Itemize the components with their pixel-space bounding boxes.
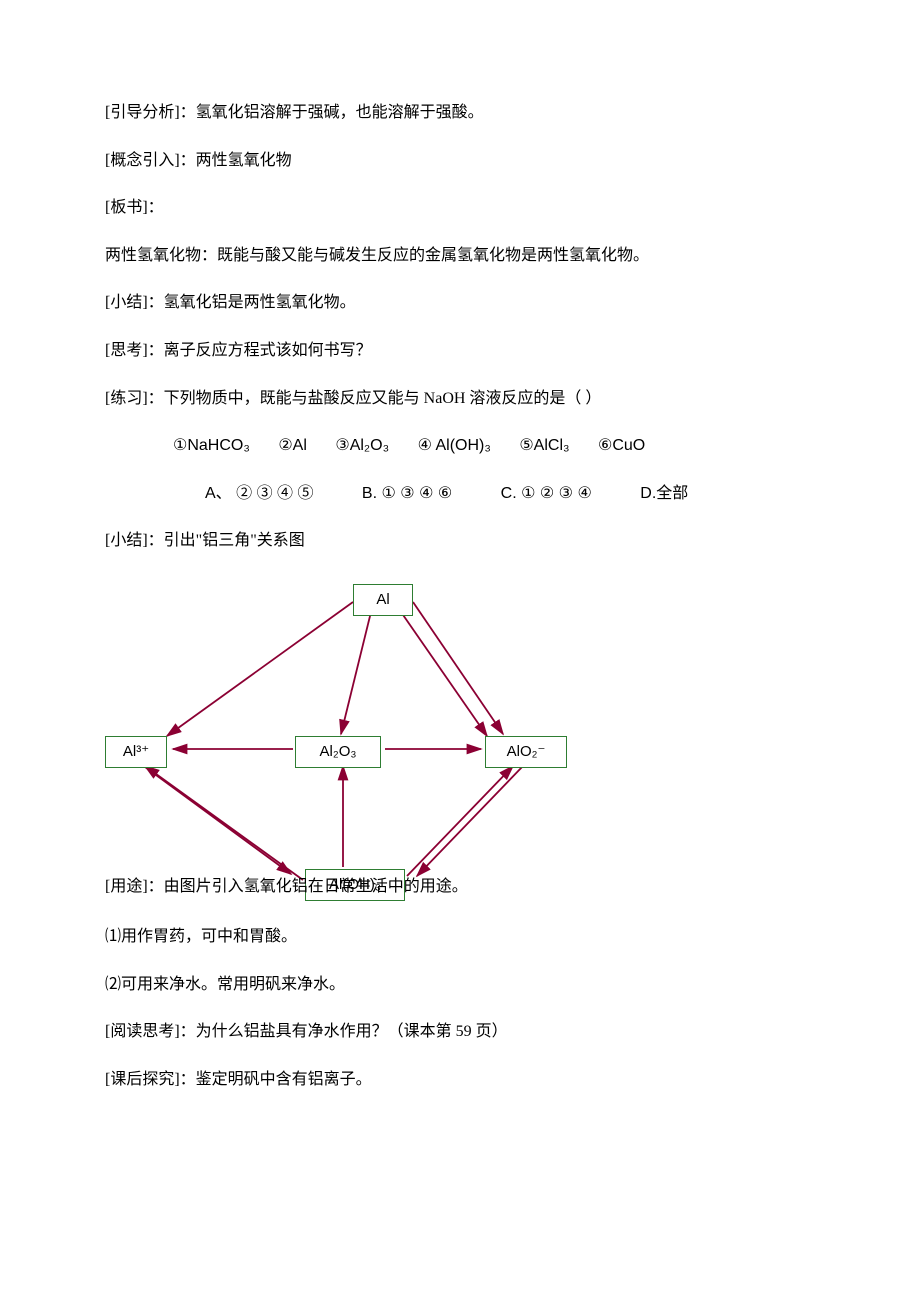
para-analysis: [引导分析]：氢氧化铝溶解于强碱，也能溶解于强酸。	[105, 100, 815, 126]
para-think: [思考]：离子反应方程式该如何书写？	[105, 338, 815, 364]
exercise-options: ①NaHCO₃ ②Al ③Al₂O₃ ④ Al(OH)₃ ⑤AlCl₃ ⑥CuO	[105, 433, 815, 459]
para-use1: ⑴用作胃药，可中和胃酸。	[105, 924, 815, 950]
usage-mid: 图片引入	[180, 878, 244, 895]
opt-2: ②Al	[278, 437, 307, 454]
para-use2: ⑵可用来净水。常用明矾来净水。	[105, 972, 815, 998]
para-exercise: [练习]：下列物质中，既能与盐酸反应又能与 NaOH 溶液反应的是（ ）	[105, 386, 815, 412]
opt-6: ⑥CuO	[598, 437, 645, 454]
para-usage-inline: [用途]：由图片引入氢氧化铝在日常生活中的用途。	[105, 874, 468, 900]
para-summary1: [小结]：氢氧化铝是两性氢氧化物。	[105, 290, 815, 316]
usage-suffix: 氢氧化铝在日常生活中的用途。	[244, 878, 468, 895]
opt-1: ①NaHCO₃	[173, 437, 250, 454]
choice-d: D.全部	[640, 485, 688, 502]
opt-3: ③Al₂O₃	[335, 437, 389, 454]
al-triangle-diagram: Al Al³⁺ Al₂O₃ AlO₂⁻ Al(OH)₃ [用途]：由图片引入氢氧…	[105, 584, 625, 924]
para-after-class: [课后探究]：鉴定明矾中含有铝离子。	[105, 1067, 815, 1093]
para-concept: [概念引入]：两性氢氧化物	[105, 148, 815, 174]
exercise-choices: A、 ② ③ ④ ⑤ B. ① ③ ④ ⑥ C. ① ② ③ ④ D.全部	[105, 481, 815, 507]
node-alo2minus: AlO₂⁻	[485, 736, 567, 768]
para-summary2: [小结]：引出"铝三角"关系图	[105, 528, 815, 554]
node-al: Al	[353, 584, 413, 616]
choice-b: B. ① ③ ④ ⑥	[362, 485, 452, 502]
para-board-label: [板书]：	[105, 195, 815, 221]
choice-c: C. ① ② ③ ④	[501, 485, 592, 502]
opt-5: ⑤AlCl₃	[519, 437, 569, 454]
usage-prefix: [用途]：由	[105, 878, 180, 895]
choice-a: A、 ② ③ ④ ⑤	[205, 485, 313, 502]
opt-4: ④ Al(OH)₃	[418, 437, 491, 454]
para-read-think: [阅读思考]：为什么铝盐具有净水作用？（课本第 59 页）	[105, 1019, 815, 1045]
para-board-content: 两性氢氧化物：既能与酸又能与碱发生反应的金属氢氧化物是两性氢氧化物。	[105, 243, 815, 269]
node-al2o3: Al₂O₃	[295, 736, 381, 768]
node-al3plus: Al³⁺	[105, 736, 167, 768]
